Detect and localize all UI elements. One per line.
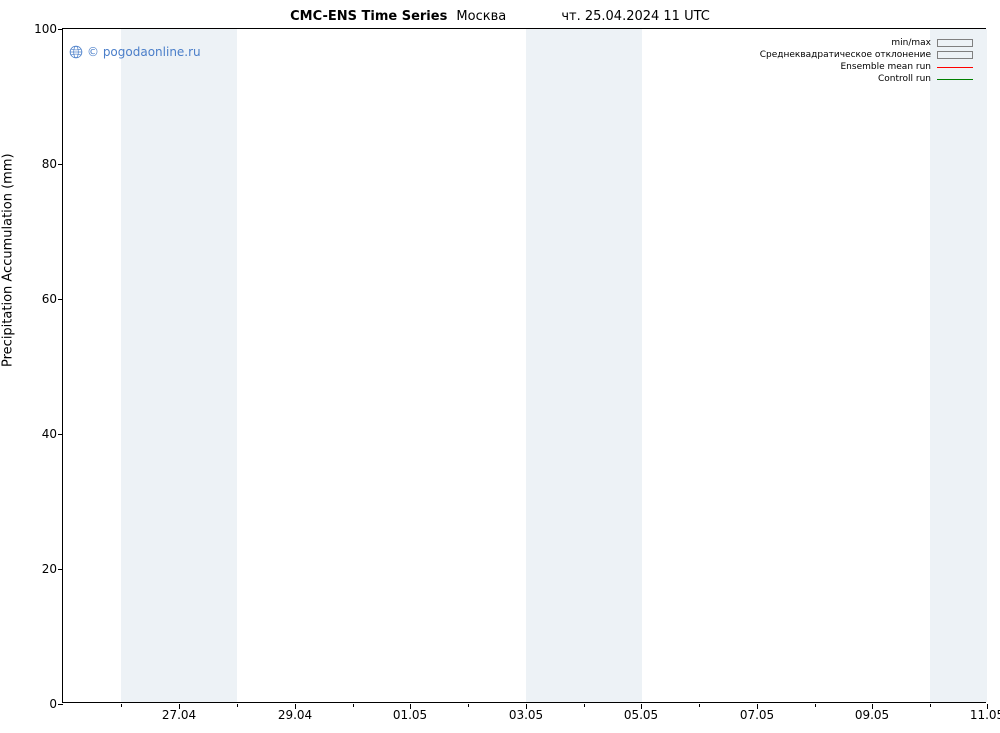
chart-title-location: Москва (456, 9, 506, 24)
chart-title-date: чт. 25.04.2024 11 UTC (561, 9, 710, 24)
legend-item: min/max (760, 37, 973, 49)
x-minor-tick (815, 704, 816, 707)
x-tick-label: 07.05 (740, 702, 774, 722)
watermark: © pogodaonline.ru (69, 45, 201, 59)
weekend-band (121, 29, 237, 702)
legend-item: Controll run (760, 73, 973, 85)
legend-swatch (937, 38, 973, 48)
chart-title-row: CMC-ENS Time Series Москва чт. 25.04.202… (0, 6, 1000, 26)
y-tick-label: 40 (42, 427, 63, 441)
watermark-text: © pogodaonline.ru (87, 45, 201, 59)
chart-container: CMC-ENS Time Series Москва чт. 25.04.202… (0, 0, 1000, 733)
legend-label: Controll run (878, 73, 931, 85)
x-minor-tick (121, 704, 122, 707)
x-minor-tick (584, 704, 585, 707)
x-tick-label: 29.04 (278, 702, 312, 722)
y-tick-label: 80 (42, 157, 63, 171)
weekend-band (930, 29, 987, 702)
x-minor-tick (237, 704, 238, 707)
legend-label: Среднеквадратическое отклонение (760, 49, 931, 61)
x-tick-label: 05.05 (624, 702, 658, 722)
chart-title-main: CMC-ENS Time Series (290, 9, 447, 24)
x-minor-tick (699, 704, 700, 707)
x-minor-tick (468, 704, 469, 707)
legend-swatch (937, 50, 973, 60)
y-tick-label: 20 (42, 562, 63, 576)
y-tick-label: 60 (42, 292, 63, 306)
x-minor-tick (930, 704, 931, 707)
x-tick-label: 01.05 (393, 702, 427, 722)
x-tick-label: 27.04 (162, 702, 196, 722)
x-tick-label: 11.05 (970, 702, 1000, 722)
x-tick-label: 09.05 (855, 702, 889, 722)
y-tick-label: 100 (34, 22, 63, 36)
y-tick-label: 0 (49, 697, 63, 711)
legend: min/maxСреднеквадратическое отклонениеEn… (760, 37, 973, 85)
legend-swatch (937, 62, 973, 72)
legend-label: min/max (891, 37, 931, 49)
legend-swatch (937, 74, 973, 84)
x-minor-tick (353, 704, 354, 707)
globe-icon (69, 45, 83, 59)
legend-item: Ensemble mean run (760, 61, 973, 73)
legend-item: Среднеквадратическое отклонение (760, 49, 973, 61)
legend-label: Ensemble mean run (841, 61, 932, 73)
weekend-band (526, 29, 642, 702)
y-axis-label: Precipitation Accumulation (mm) (1, 153, 16, 367)
plot-area: © pogodaonline.ru min/maxСреднеквадратич… (62, 28, 986, 703)
x-tick-label: 03.05 (509, 702, 543, 722)
